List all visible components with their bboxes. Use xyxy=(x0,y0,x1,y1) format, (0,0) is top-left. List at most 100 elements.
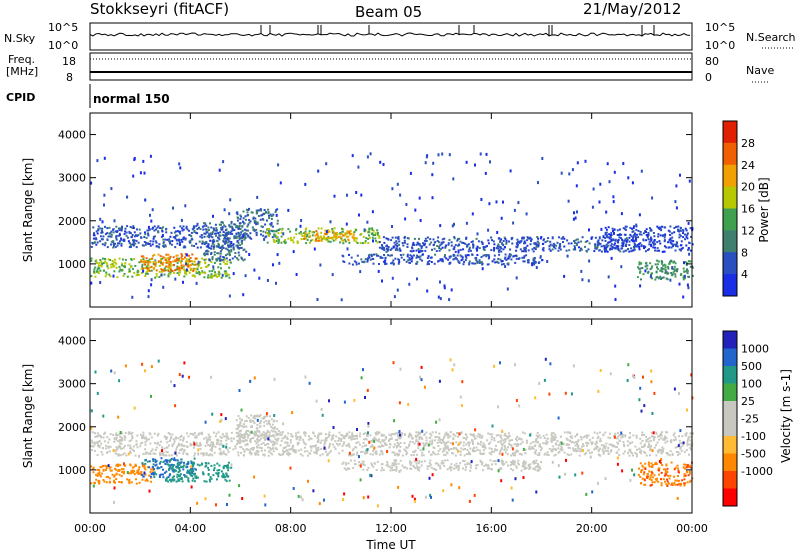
power-scatter-echo xyxy=(631,181,634,185)
velocity-echo-region-1 xyxy=(162,473,164,476)
velocity-echo-region-5 xyxy=(393,462,395,465)
velocity-echo-region-4 xyxy=(277,433,280,436)
power-echo-region-1 xyxy=(142,256,145,259)
velocity-echo-region-3 xyxy=(525,441,528,444)
velocity-echo-region-4 xyxy=(245,433,248,436)
power-echo-region-8 xyxy=(532,257,535,260)
power-echo-region-7 xyxy=(381,246,384,248)
velocity-echo-region-3 xyxy=(263,453,266,456)
power-scatter-echo xyxy=(147,295,150,299)
velocity-echo-region-1 xyxy=(183,461,185,464)
power-scatter-echo xyxy=(488,202,491,206)
power-echo-region-10 xyxy=(644,265,647,268)
power-echo-region-0 xyxy=(114,261,117,264)
velocity-echo-region-3 xyxy=(638,448,641,451)
power-echo-region-3 xyxy=(222,247,225,249)
velocity-echo-region-2 xyxy=(178,479,181,482)
power-echo-region-7 xyxy=(523,242,525,245)
velocity-echo-region-3 xyxy=(587,449,590,452)
velocity-echo-region-3 xyxy=(645,439,648,442)
velocity-echo-region-3 xyxy=(309,437,312,440)
velocity-echo-region-3 xyxy=(407,436,410,438)
velocity-echo-region-3 xyxy=(247,434,250,437)
velocity-echo-region-3 xyxy=(199,442,202,444)
power-scatter-echo xyxy=(345,222,348,226)
velocity-echo-region-3 xyxy=(289,448,292,451)
velocity-echo-region-3 xyxy=(616,437,619,440)
power-echo-region-10 xyxy=(646,271,649,274)
power-echo-region-5 xyxy=(343,234,346,237)
power-echo-region-1 xyxy=(167,270,170,272)
velocity-echo-region-5 xyxy=(416,468,419,471)
velocity-echo-region-1 xyxy=(148,460,151,463)
velocity-echo-region-3 xyxy=(369,434,372,437)
velocity-echo-region-3 xyxy=(520,438,523,441)
velocity-echo-region-0 xyxy=(147,466,149,469)
power-echo-region-4 xyxy=(255,234,258,237)
velocity-echo-region-3 xyxy=(445,434,448,437)
velocity-echo-region-2 xyxy=(212,474,215,477)
power-echo-region-6 xyxy=(317,239,320,242)
power-echo-region-8 xyxy=(509,255,512,258)
velocity-echo-region-3 xyxy=(598,431,601,434)
power-echo-region-7 xyxy=(625,243,628,246)
power-echo-region-3 xyxy=(237,258,240,261)
power-echo-region-9 xyxy=(650,243,652,246)
power-echo-region-3 xyxy=(222,221,224,224)
velocity-echo-region-1 xyxy=(192,463,195,466)
velocity-echo-region-5 xyxy=(426,465,429,468)
power-scatter-echo xyxy=(391,187,394,191)
power-echo-region-4 xyxy=(271,225,274,228)
velocity-echo-region-3 xyxy=(350,454,353,457)
power-echo-region-7 xyxy=(515,242,518,245)
power-echo-region-2 xyxy=(132,243,135,246)
power-echo-region-2 xyxy=(164,245,167,248)
velocity-echo-region-3 xyxy=(393,453,396,456)
velocity-echo-region-1 xyxy=(152,458,155,461)
power-echo-region-7 xyxy=(622,241,625,244)
velocity-echo-region-3 xyxy=(249,448,252,451)
power-scatter-echo xyxy=(560,171,563,175)
velocity-echo-region-3 xyxy=(609,436,612,439)
power-echo-region-5 xyxy=(278,238,281,241)
velocity-echo-region-3 xyxy=(489,433,492,436)
power-echo-region-0 xyxy=(108,273,111,276)
power-echo-region-7 xyxy=(617,248,620,250)
power-echo-region-7 xyxy=(577,241,580,244)
power-echo-region-9 xyxy=(604,231,607,234)
velocity-echo-region-2 xyxy=(222,466,225,469)
power-scatter-echo xyxy=(377,269,380,273)
power-echo-region-7 xyxy=(453,248,456,250)
power-echo-region-2 xyxy=(229,244,231,247)
power-echo-region-9 xyxy=(677,225,680,228)
power-scatter-echo xyxy=(113,219,116,223)
velocity-echo-region-3 xyxy=(635,453,638,456)
power-echo-region-2 xyxy=(136,235,139,237)
velocity-echo-region-3 xyxy=(467,451,470,454)
velocity-echo-region-3 xyxy=(629,432,631,434)
velocity-echo-region-5 xyxy=(466,462,469,465)
power-echo-region-0 xyxy=(97,264,100,267)
power-echo-region-7 xyxy=(596,246,599,249)
velocity-echo-region-3 xyxy=(420,454,423,457)
power-echo-region-9 xyxy=(632,234,635,237)
velocity-echo-region-3 xyxy=(429,453,432,456)
velocity-echo-region-3 xyxy=(554,436,557,439)
power-echo-region-7 xyxy=(437,245,440,248)
velocity-echo-region-3 xyxy=(391,451,394,454)
power-echo-region-0 xyxy=(146,272,149,275)
velocity-echo-region-3 xyxy=(128,440,131,443)
velocity-echo-region-3 xyxy=(689,448,692,451)
velocity-echo-region-3 xyxy=(348,445,351,448)
power-echo-region-3 xyxy=(210,226,213,229)
power-echo-region-7 xyxy=(480,240,483,243)
velocity-echo-region-3 xyxy=(396,442,399,445)
power-scatter-echo xyxy=(575,184,578,188)
velocity-echo-region-3 xyxy=(133,450,135,453)
power-echo-region-10 xyxy=(671,273,674,276)
power-echo-region-7 xyxy=(604,250,606,253)
power-echo-region-3 xyxy=(226,253,229,256)
power-scatter-echo xyxy=(147,289,150,293)
power-echo-region-8 xyxy=(351,263,354,266)
power-echo-region-4 xyxy=(277,229,280,232)
